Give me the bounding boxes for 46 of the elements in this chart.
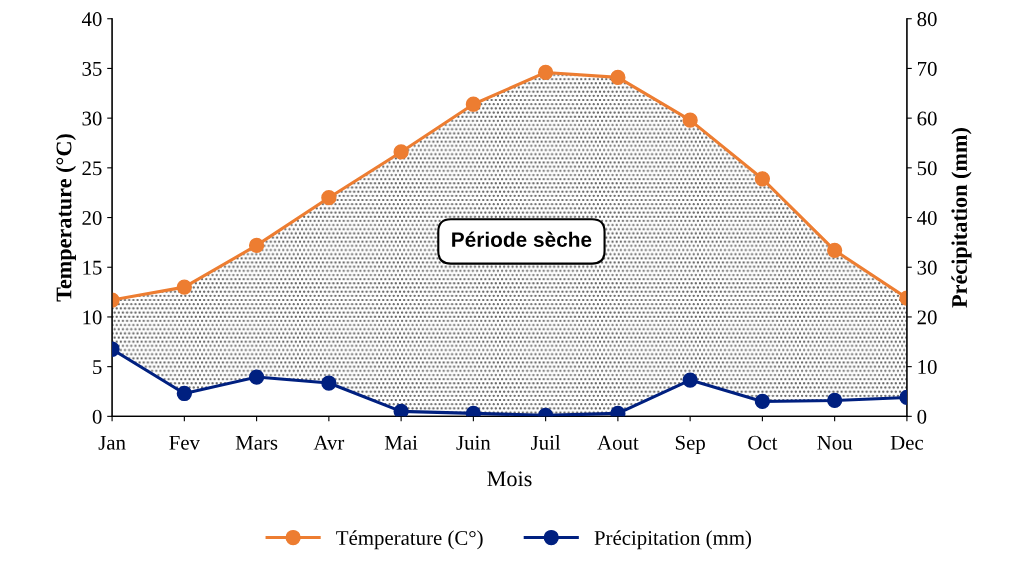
x-tick-label: Jan — [98, 435, 126, 450]
y2-tick-label: 60 — [917, 111, 937, 126]
y-tick-label: 5 — [93, 360, 102, 375]
y2-tick-label: 70 — [918, 61, 937, 76]
x-tick-label: Avr — [313, 435, 345, 450]
x-tick-label: Juin — [456, 435, 491, 450]
legend-label: Précipitation (mm) — [594, 530, 752, 550]
y-tick-label: 40 — [81, 12, 102, 27]
x-tick-label: Mars — [235, 435, 278, 450]
y-tick-label: 35 — [82, 61, 102, 76]
y2-tick-label: 50 — [917, 161, 937, 176]
point — [465, 96, 482, 112]
point — [176, 279, 192, 295]
point — [248, 237, 265, 254]
y-tick-label: 10 — [83, 310, 102, 325]
y-tick-label: 15 — [83, 260, 102, 275]
y2-tick-label: 80 — [917, 12, 937, 27]
point — [754, 171, 771, 187]
point — [610, 69, 626, 86]
x-tick-label: Nou — [817, 435, 853, 450]
point — [321, 190, 337, 206]
point — [827, 242, 843, 258]
point — [537, 64, 554, 81]
y2-tick-label: 40 — [917, 210, 937, 225]
y2-tick-label: 0 — [917, 409, 927, 424]
x-tick-label: Mai — [384, 435, 418, 450]
x-tick-label: Fev — [169, 435, 200, 450]
x-tick-label: Dec — [890, 435, 924, 450]
y2-tick-label: 10 — [918, 360, 937, 375]
y-axis-title: Temperature (°C) — [55, 134, 76, 302]
y2-tick-label: 30 — [917, 260, 937, 275]
legend-label: Témperature (C°) — [336, 530, 483, 550]
y-tick-label: 0 — [92, 409, 102, 424]
x-axis-title: Mois — [487, 471, 532, 487]
point — [393, 144, 409, 160]
y2-tick-label: 20 — [917, 310, 937, 325]
annotation: Période sèche — [452, 231, 592, 247]
x-tick-label: Juil — [531, 435, 561, 450]
x-tick-label: Sep — [675, 435, 705, 454]
x-tick-label: Aout — [597, 435, 639, 450]
y-tick-label: 20 — [82, 210, 102, 225]
y2-axis-title: Précipitation (mm) — [951, 128, 972, 308]
y-tick-label: 25 — [82, 161, 102, 176]
x-tick-label: Oct — [748, 435, 778, 450]
point — [682, 112, 698, 128]
y-tick-label: 30 — [82, 111, 102, 126]
